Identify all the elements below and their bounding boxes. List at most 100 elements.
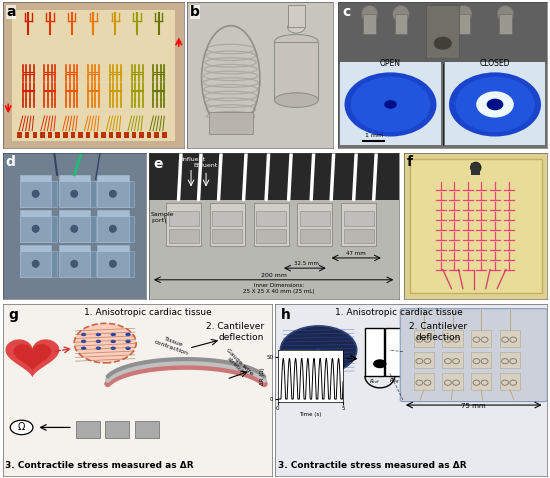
- Circle shape: [96, 333, 101, 336]
- Ellipse shape: [455, 5, 472, 23]
- Bar: [385, 327, 404, 376]
- Ellipse shape: [393, 5, 409, 23]
- Bar: [17, 132, 22, 138]
- Ellipse shape: [288, 22, 305, 33]
- Bar: [168, 229, 199, 243]
- Bar: [338, 2, 547, 64]
- Text: 47 mm: 47 mm: [346, 251, 366, 256]
- Bar: [471, 330, 492, 347]
- Bar: [94, 132, 98, 138]
- Circle shape: [10, 420, 33, 435]
- Circle shape: [111, 340, 116, 343]
- Bar: [129, 181, 134, 207]
- Bar: [471, 373, 492, 390]
- Text: 2. Cantilever
deflection: 2. Cantilever deflection: [206, 323, 264, 342]
- Text: Gauge wire
stretch: Gauge wire stretch: [221, 347, 254, 380]
- Text: g: g: [8, 308, 18, 322]
- Bar: [90, 216, 96, 242]
- Bar: [20, 181, 51, 207]
- Circle shape: [109, 225, 117, 232]
- Bar: [78, 132, 83, 138]
- Circle shape: [487, 98, 503, 110]
- Bar: [90, 250, 96, 277]
- Bar: [364, 14, 376, 34]
- Bar: [139, 132, 144, 138]
- Bar: [212, 211, 243, 226]
- Text: Ω: Ω: [18, 423, 25, 433]
- Bar: [101, 132, 106, 138]
- Bar: [97, 181, 129, 207]
- Text: Tissue
contraction: Tissue contraction: [154, 334, 191, 356]
- Bar: [20, 210, 51, 216]
- Bar: [51, 250, 57, 277]
- Bar: [86, 132, 90, 138]
- Ellipse shape: [361, 5, 378, 23]
- Text: Effluent↓: Effluent↓: [194, 163, 223, 168]
- Bar: [256, 211, 286, 226]
- Bar: [135, 421, 159, 438]
- Bar: [40, 132, 45, 138]
- Text: 2. Cantilever
deflection: 2. Cantilever deflection: [409, 323, 468, 342]
- Circle shape: [344, 72, 437, 137]
- Bar: [499, 373, 520, 390]
- Text: CLOSED: CLOSED: [480, 59, 510, 68]
- Polygon shape: [6, 339, 59, 378]
- Polygon shape: [14, 344, 51, 371]
- Circle shape: [81, 347, 86, 350]
- Bar: [105, 421, 129, 438]
- Bar: [117, 132, 121, 138]
- Circle shape: [125, 333, 131, 336]
- Circle shape: [111, 347, 116, 350]
- Bar: [341, 203, 376, 246]
- Circle shape: [70, 260, 78, 267]
- Bar: [442, 373, 463, 390]
- Bar: [97, 216, 129, 242]
- Text: OPEN: OPEN: [380, 59, 401, 68]
- Bar: [148, 153, 399, 200]
- Bar: [32, 132, 37, 138]
- Bar: [58, 175, 90, 181]
- Circle shape: [70, 190, 78, 197]
- Bar: [131, 132, 136, 138]
- Bar: [168, 211, 199, 226]
- Circle shape: [111, 333, 116, 336]
- Bar: [162, 132, 167, 138]
- Bar: [209, 112, 252, 133]
- Bar: [212, 229, 243, 243]
- Text: e: e: [153, 157, 163, 171]
- Bar: [56, 132, 60, 138]
- Bar: [124, 132, 129, 138]
- Bar: [340, 62, 441, 145]
- Bar: [129, 216, 134, 242]
- Bar: [97, 250, 129, 277]
- Bar: [344, 229, 374, 243]
- Bar: [344, 211, 374, 226]
- Bar: [499, 352, 520, 368]
- Circle shape: [32, 225, 39, 232]
- Text: Influent: Influent: [181, 157, 205, 163]
- Bar: [20, 245, 51, 250]
- Bar: [256, 229, 286, 243]
- Text: d: d: [6, 155, 15, 169]
- Circle shape: [449, 72, 541, 137]
- Bar: [414, 330, 435, 347]
- Bar: [155, 132, 159, 138]
- Bar: [75, 421, 100, 438]
- Bar: [442, 352, 463, 368]
- Bar: [166, 203, 201, 246]
- Bar: [254, 203, 289, 246]
- Bar: [90, 181, 96, 207]
- Wedge shape: [293, 350, 336, 367]
- Ellipse shape: [274, 34, 318, 49]
- Bar: [210, 203, 245, 246]
- Bar: [288, 5, 305, 27]
- Bar: [48, 132, 52, 138]
- Circle shape: [81, 340, 86, 343]
- Circle shape: [125, 340, 131, 343]
- Circle shape: [81, 333, 86, 336]
- Bar: [20, 175, 51, 181]
- Circle shape: [455, 77, 535, 132]
- Text: 1. Anisotropic cardiac tissue: 1. Anisotropic cardiac tissue: [84, 308, 211, 317]
- Circle shape: [32, 260, 39, 267]
- Bar: [63, 132, 68, 138]
